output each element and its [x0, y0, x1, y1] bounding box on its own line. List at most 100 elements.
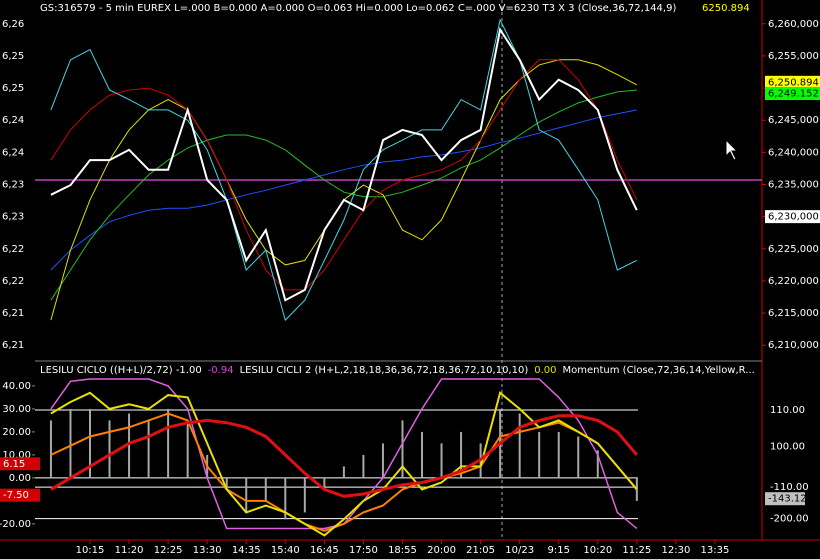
y-tick-label: 6,240,000 [768, 147, 819, 158]
histogram-bar [264, 477, 267, 501]
histogram-bar [362, 454, 365, 478]
y-tick-label: 6,215,000 [768, 308, 819, 319]
histogram-bar [284, 477, 287, 520]
panel-title: LESILU CICLO ((H+L)/2,72) -1.00 -0.94 LESI… [40, 365, 755, 376]
x-tick-label: 20:00 [427, 545, 456, 556]
price-box-label: 6,249.152 [768, 89, 819, 100]
y-tick-label: 10.00 [2, 450, 31, 461]
y-tick-label: 6,245,000 [768, 115, 819, 126]
histogram-bar [518, 413, 521, 478]
value-box [0, 457, 40, 471]
y-tick-label: -20.00 [0, 519, 31, 530]
histogram-bar [303, 477, 306, 513]
x-tick-label: 10/23 [505, 545, 534, 556]
y-tick-label: 6,225,000 [768, 244, 819, 255]
histogram-bar [167, 408, 170, 478]
y2-tick-label: -110.00 [770, 482, 809, 493]
x-tick-label: 12:25 [154, 545, 183, 556]
x-tick-label: 13:30 [193, 545, 222, 556]
series-line [50, 414, 638, 498]
value-box [765, 492, 805, 506]
x-tick-label: 18:55 [388, 545, 417, 556]
left-tick-label: 6,21 [2, 308, 24, 319]
left-tick-label: 6,25 [2, 83, 24, 94]
series-line [50, 26, 638, 302]
series-line [50, 109, 637, 271]
histogram-bar [381, 443, 384, 478]
x-tick-label: 10:15 [76, 545, 105, 556]
histogram-bar [557, 431, 560, 478]
histogram-bar [147, 420, 150, 478]
histogram-bar [49, 420, 52, 478]
x-tick-label: 17:50 [349, 545, 378, 556]
histogram-bar [440, 443, 443, 478]
price-box-label: 6,230,000 [768, 212, 819, 223]
y-tick-label: 6,220,000 [768, 276, 819, 287]
value-box-label: -7.50 [3, 490, 29, 501]
histogram-bar [538, 431, 541, 478]
y2-tick-label: -200.00 [770, 514, 809, 525]
histogram-bar [128, 413, 131, 478]
panel-title-part: Momentum (Close,72,36,14,Yellow,R... [563, 365, 755, 376]
value-box [0, 488, 40, 502]
x-tick-label: 15:40 [271, 545, 300, 556]
left-tick-label: 6,23 [2, 180, 24, 191]
histogram-bar [401, 420, 404, 478]
y-tick-label: 6,260,000 [768, 19, 819, 30]
panel-title-part: LESILU CICLO ((H+L)/2,72) -1.00 [40, 365, 202, 376]
histogram-bar [225, 477, 228, 490]
left-tick-label: 6,26 [2, 19, 24, 30]
series-line [50, 18, 638, 322]
left-tick-label: 6,23 [2, 212, 24, 223]
histogram-bar [460, 431, 463, 478]
histogram-bar [577, 436, 580, 478]
price-box [765, 75, 820, 89]
y-tick-label: 20.00 [2, 427, 31, 438]
left-tick-label: 6,24 [2, 115, 24, 126]
histogram-bar [108, 420, 111, 478]
histogram-bar [596, 450, 599, 478]
y-tick-label: 0.00 [9, 473, 31, 484]
histogram-bar [186, 420, 189, 478]
mouse-cursor [725, 138, 739, 161]
histogram-bar [323, 477, 326, 490]
panel-title-part: 0.00 [534, 365, 556, 376]
x-tick-label: 11:20 [115, 545, 144, 556]
x-tick-label: 9:15 [547, 545, 569, 556]
y-tick-label: 6,235,000 [768, 180, 819, 191]
price-box [765, 210, 820, 224]
histogram-bar [342, 466, 345, 478]
x-tick-label: 14:35 [232, 545, 261, 556]
histogram-bar [69, 408, 72, 478]
x-tick-label: 11:25 [622, 545, 651, 556]
series-line [50, 89, 637, 301]
series-line [50, 59, 638, 291]
left-tick-label: 6,24 [2, 147, 24, 158]
x-tick-label: 12:30 [661, 545, 690, 556]
price-box [765, 87, 820, 101]
x-tick-label: 16:45 [310, 545, 339, 556]
left-tick-label: 6,22 [2, 276, 24, 287]
x-tick-label: 13:35 [701, 545, 730, 556]
y2-extra-label: 100.00 [770, 442, 805, 453]
histogram-bar [89, 408, 91, 478]
histogram-bar [421, 431, 424, 478]
series-line [50, 391, 638, 537]
y-tick-label: 30.00 [2, 404, 31, 415]
x-tick-label: 10:20 [583, 545, 612, 556]
y2-tick-label: 110.00 [770, 405, 805, 416]
price-box-label: 6,250.894 [768, 77, 819, 88]
histogram-bar [245, 477, 248, 513]
panel-title-part: -0.94 [208, 365, 234, 376]
left-tick-label: 6,25 [2, 51, 24, 62]
chart-title: GS:316579 - 5 min EUREX L=.000 B=0.000 A… [40, 3, 676, 14]
panel-title-part: LESILU CICLI 2 (H+L,2,18,18,36,36,72,18,… [240, 365, 529, 376]
y-tick-label: 6,255,000 [768, 51, 819, 62]
y-tick-label: 6,210,000 [768, 340, 819, 351]
left-tick-label: 6,21 [2, 340, 24, 351]
y-tick-label: 40.00 [2, 381, 31, 392]
histogram-bar [635, 477, 638, 501]
x-tick-label: 21:05 [466, 545, 495, 556]
